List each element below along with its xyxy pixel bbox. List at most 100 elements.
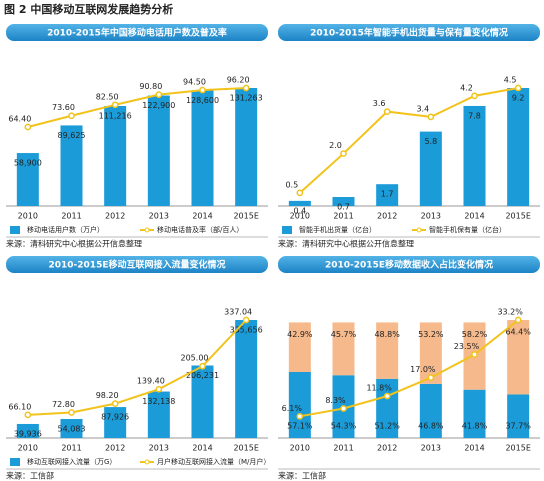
bar-value-label: 1.7 xyxy=(381,190,394,199)
bar-value-label: 9.2 xyxy=(512,94,525,103)
line-point xyxy=(296,412,304,420)
bar xyxy=(191,365,214,438)
line-value-label: 3.6 xyxy=(373,99,386,108)
line-point xyxy=(242,316,250,324)
x-tick-label: 2014 xyxy=(192,444,212,453)
x-tick-label: 2015E xyxy=(233,212,258,221)
bar xyxy=(376,184,399,206)
x-tick-label: 2010 xyxy=(290,444,310,453)
x-tick-label: 2011 xyxy=(61,212,81,221)
line-value-label: 4.5 xyxy=(504,76,517,85)
line-value-label: 8.3% xyxy=(325,396,346,405)
bar-value-label: 46.8% xyxy=(418,422,444,431)
line-value-label: 17.0% xyxy=(410,365,436,374)
line-point xyxy=(340,150,347,157)
line-value-label: 82.50 xyxy=(96,92,119,101)
bar xyxy=(16,153,39,206)
bar-value-label: 48.8% xyxy=(374,330,400,339)
bar-value-label: 54,083 xyxy=(58,424,86,433)
line-value-label: 6.1% xyxy=(282,404,303,413)
legend-swatch xyxy=(282,226,292,234)
x-tick-label: 2013 xyxy=(421,444,441,453)
line-value-label: 205.00 xyxy=(181,354,209,363)
bar-value-label: 122,900 xyxy=(142,101,175,110)
line-value-label: 2.0 xyxy=(329,141,342,150)
bar-value-label: 42.9% xyxy=(287,330,313,339)
bar xyxy=(60,418,83,438)
x-tick-label: 2010 xyxy=(18,212,38,221)
bar xyxy=(235,320,258,438)
line-value-label: 98.20 xyxy=(96,391,119,400)
chart-title: 2010-2015E移动互联网接入流量变化情况 xyxy=(49,259,226,271)
x-tick-label: 2012 xyxy=(377,444,397,453)
x-tick-label: 2012 xyxy=(377,212,397,221)
legend-label: 移动互联网接入流量（万G） xyxy=(27,457,116,466)
legend-swatch xyxy=(10,458,20,466)
line-point xyxy=(383,392,391,400)
line-point xyxy=(514,84,522,92)
bar-value-label: 58,900 xyxy=(14,159,42,168)
bar-value-label: 58.2% xyxy=(462,330,488,339)
line-point xyxy=(68,409,75,416)
line-point xyxy=(155,385,163,393)
x-tick-label: 2013 xyxy=(421,212,441,221)
line-point xyxy=(24,123,32,131)
bar xyxy=(235,88,258,206)
x-tick-label: 2013 xyxy=(149,212,169,221)
line-series xyxy=(299,87,519,194)
bar-value-label: 41.8% xyxy=(462,422,488,431)
x-tick-label: 2015E xyxy=(505,444,530,453)
line-point xyxy=(471,92,478,100)
line-point xyxy=(242,84,250,92)
bar xyxy=(463,389,486,438)
line-value-label: 72.80 xyxy=(52,400,75,409)
bar-value-label: 45.7% xyxy=(331,330,357,339)
x-tick-label: 2011 xyxy=(333,444,353,453)
bar-value-label: 0.4 xyxy=(293,206,306,215)
line-point xyxy=(340,405,347,412)
line-point xyxy=(383,108,391,115)
bar-value-label: 87,926 xyxy=(101,413,129,422)
line-series xyxy=(27,87,247,128)
line-series xyxy=(27,319,247,416)
bar xyxy=(288,372,311,438)
bar-value-label: 111,216 xyxy=(99,112,132,121)
line-series xyxy=(299,319,519,418)
legend-swatch xyxy=(144,459,150,465)
bar xyxy=(104,407,127,438)
x-tick-label: 2010 xyxy=(18,444,38,453)
bar xyxy=(419,383,442,438)
bar-value-label: 37.7% xyxy=(505,422,531,431)
line-value-label: 73.60 xyxy=(52,103,75,112)
line-point xyxy=(24,411,32,419)
bar xyxy=(507,88,530,206)
line-point xyxy=(427,113,435,121)
bar-value-label: 128,600 xyxy=(186,96,219,105)
bar xyxy=(419,131,442,206)
legend-label: 智能手机出货量（亿台） xyxy=(299,225,376,234)
legend-swatch xyxy=(10,226,20,234)
line-value-label: 337.04 xyxy=(224,308,252,317)
bar-value-label: 206,231 xyxy=(186,371,219,380)
bar xyxy=(507,394,530,438)
bar-value-label: 64.4% xyxy=(505,328,531,337)
bar xyxy=(16,423,39,438)
line-point xyxy=(514,316,522,324)
bar xyxy=(191,90,214,206)
bar xyxy=(288,200,311,206)
panel-header xyxy=(6,24,268,41)
bar xyxy=(376,322,399,379)
x-tick-label: 2010 xyxy=(290,212,310,221)
x-tick-label: 2014 xyxy=(192,212,212,221)
bar-value-label: 39,936 xyxy=(14,429,42,438)
bar-value-label: 51.2% xyxy=(374,422,400,431)
line-point xyxy=(155,91,163,98)
line-value-label: 64.40 xyxy=(8,115,31,124)
line-point xyxy=(111,400,119,407)
legend-label: 月户移动互联网接入流量（M/月户） xyxy=(157,457,270,466)
bar xyxy=(332,322,355,376)
bar-value-label: 5.8 xyxy=(424,137,437,146)
bar xyxy=(288,322,311,373)
line-point xyxy=(471,351,478,358)
bar-value-label: 89,625 xyxy=(58,131,86,140)
